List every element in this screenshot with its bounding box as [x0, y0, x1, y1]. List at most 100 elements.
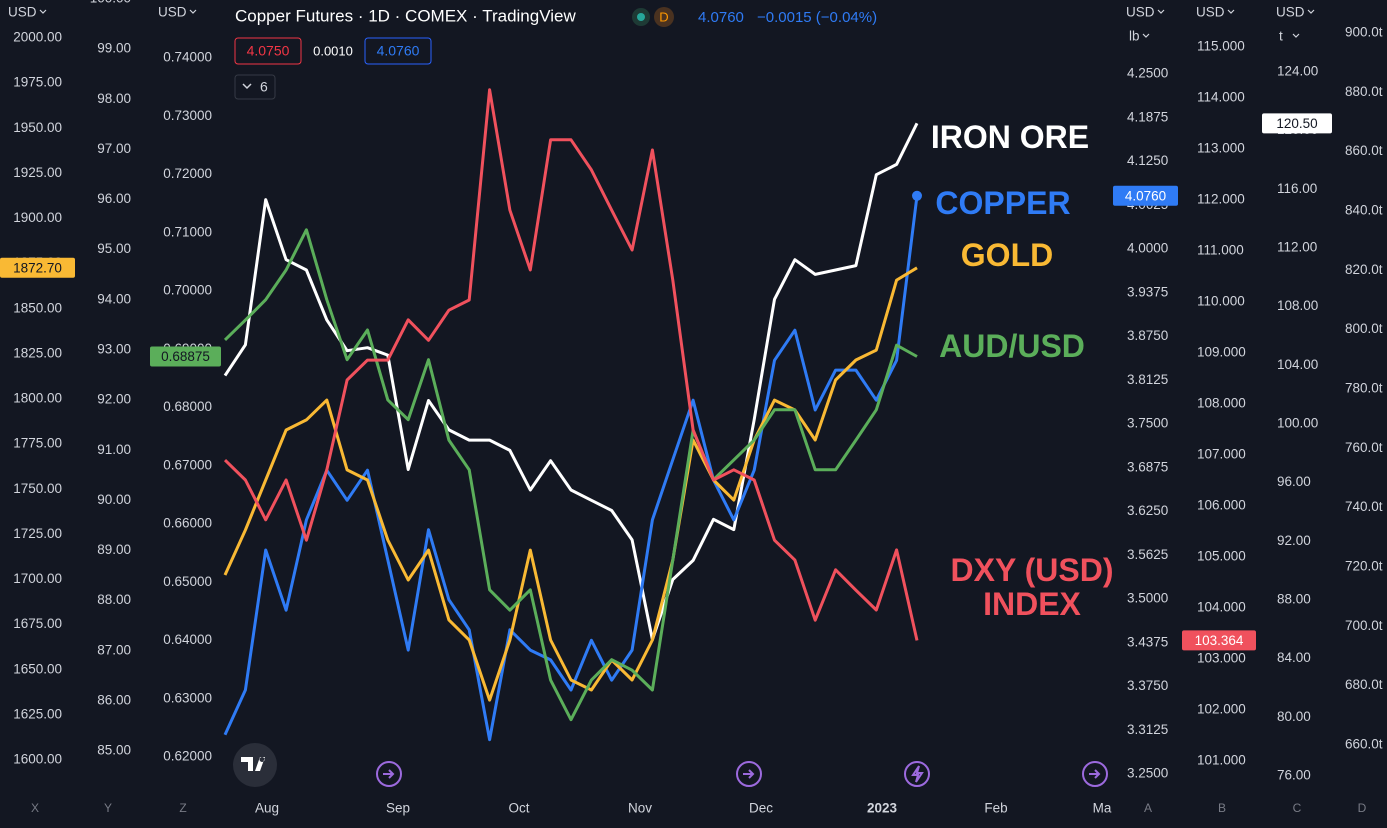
- y-tick-label: 85.00: [97, 743, 131, 758]
- chevron: [1157, 9, 1165, 14]
- y-tick-label: 2000.00: [13, 30, 62, 45]
- y-tick-label: 1750.00: [13, 481, 62, 496]
- event-icon[interactable]: [376, 761, 402, 787]
- y-tick-label: 96.00: [1277, 474, 1311, 489]
- last-price: 4.0760: [698, 9, 744, 26]
- y-tick-label: 1825.00: [13, 345, 62, 360]
- y-tick-label: 1650.00: [13, 661, 62, 676]
- y-tick-label: 108.00: [1277, 298, 1318, 313]
- axis-unit: USD: [1276, 5, 1305, 20]
- ask-price: 4.0760: [377, 43, 420, 59]
- x-tick-label: Ma: [1093, 801, 1112, 816]
- y-tick-label: 1700.00: [13, 571, 62, 586]
- y-tick-label: 112.000: [1197, 192, 1245, 207]
- last-value-label: 0.68875: [161, 349, 210, 364]
- y-tick-label: 113.000: [1197, 141, 1245, 156]
- bid-box[interactable]: [234, 37, 302, 65]
- axis-unit: USD: [1126, 5, 1155, 20]
- y-tick-label: 97.00: [97, 141, 131, 156]
- y-tick-label: 104.00: [1277, 357, 1318, 372]
- spread: 0.0010: [313, 43, 353, 58]
- x-tick-label: Dec: [749, 801, 773, 816]
- y-tick-label: 3.5000: [1127, 591, 1168, 606]
- last-value-label: 4.0760: [1125, 188, 1166, 203]
- y-tick-label: 0.68000: [163, 399, 212, 414]
- y-tick-label: 0.65000: [163, 574, 212, 589]
- x-tick-label: Sep: [386, 801, 410, 816]
- event-arrow: [1089, 769, 1101, 779]
- y-tick-label: 3.7500: [1127, 416, 1168, 431]
- y-tick-label: 106.000: [1197, 498, 1246, 513]
- y-tick-label: 840.0t: [1345, 203, 1383, 218]
- y-tick-label: 0.66000: [163, 516, 212, 531]
- y-tick-label: 116.00: [1277, 181, 1317, 196]
- y-tick-label: 88.00: [1277, 592, 1311, 607]
- y-tick-label: 0.73000: [163, 108, 212, 123]
- x-tick-label: Nov: [628, 801, 652, 816]
- y-tick-label: 109.000: [1197, 345, 1246, 360]
- y-tick-label: 88.00: [97, 592, 131, 607]
- y-tick-label: 1625.00: [13, 706, 62, 721]
- y-tick-label: 1925.00: [13, 165, 62, 180]
- status-dot: [637, 13, 645, 21]
- chevron: [1142, 33, 1150, 38]
- series-line: [223, 195, 919, 742]
- event-arrow: [743, 769, 755, 779]
- event-icon[interactable]: [736, 761, 762, 787]
- y-tick-label: 740.0t: [1345, 499, 1383, 514]
- y-tick-label: 4.0000: [1127, 241, 1168, 256]
- indicator-toggle[interactable]: [234, 74, 276, 100]
- event-bolt: [911, 765, 924, 783]
- y-tick-label: 93.00: [97, 341, 131, 356]
- last-value-label: 1872.70: [13, 260, 62, 275]
- y-tick-label: 76.00: [1277, 768, 1311, 783]
- last-value-badge: [1113, 185, 1178, 206]
- y-tick-label: 104.000: [1197, 600, 1246, 615]
- y-tick-label: 111.000: [1197, 243, 1244, 258]
- y-tick-label: 4.1875: [1127, 109, 1168, 124]
- last-value-badge: [150, 346, 221, 367]
- y-tick-label: 860.0t: [1345, 143, 1383, 158]
- chevron: [242, 83, 252, 90]
- chevron: [189, 9, 197, 14]
- y-tick-label: 760.0t: [1345, 440, 1383, 455]
- y-tick-label: 3.3750: [1127, 678, 1168, 693]
- y-tick-label: 1950.00: [13, 120, 62, 135]
- y-tick-label: 1800.00: [13, 391, 62, 406]
- x-tick-label: 2023: [867, 801, 898, 816]
- y-tick-label: 80.00: [1277, 709, 1311, 724]
- event-icon[interactable]: [1082, 761, 1108, 787]
- series-annotation: IRON ORE: [930, 119, 1090, 155]
- indicator-count: 6: [260, 79, 268, 95]
- y-tick-label: 107.000: [1197, 447, 1246, 462]
- last-value-badge: [0, 257, 75, 278]
- logo-bg[interactable]: [233, 743, 277, 787]
- axis-letter: D: [1358, 801, 1367, 815]
- y-tick-label: 101.000: [1197, 753, 1246, 768]
- y-tick-label: 103.000: [1197, 651, 1246, 666]
- y-tick-label: 3.2500: [1127, 766, 1168, 781]
- y-tick-label: 3.8750: [1127, 328, 1168, 343]
- y-tick-label: 0.71000: [163, 224, 212, 239]
- ask-box[interactable]: [364, 37, 432, 65]
- event-icon[interactable]: [904, 761, 930, 787]
- y-tick-label: 3.5625: [1127, 547, 1168, 562]
- event-arrow: [383, 769, 395, 779]
- logo: [241, 757, 265, 771]
- series-line: [223, 88, 919, 641]
- last-value-badge: [1262, 113, 1332, 134]
- axis-unit: lb: [1129, 29, 1140, 44]
- y-tick-label: 1775.00: [13, 436, 62, 451]
- y-tick-label: 1725.00: [13, 526, 62, 541]
- y-tick-label: 3.9375: [1127, 284, 1168, 299]
- y-tick-label: 96.00: [97, 191, 131, 206]
- chevron: [1292, 33, 1300, 38]
- last-value-label: 120.50: [1276, 116, 1317, 131]
- y-tick-label: 4.1250: [1127, 153, 1168, 168]
- y-tick-label: 98.00: [97, 91, 131, 106]
- series-annotation: AUD/USD: [939, 328, 1085, 364]
- end-dot: [912, 190, 922, 201]
- y-tick-label: 100.00: [90, 0, 131, 6]
- y-tick-label: 0.62000: [163, 749, 212, 764]
